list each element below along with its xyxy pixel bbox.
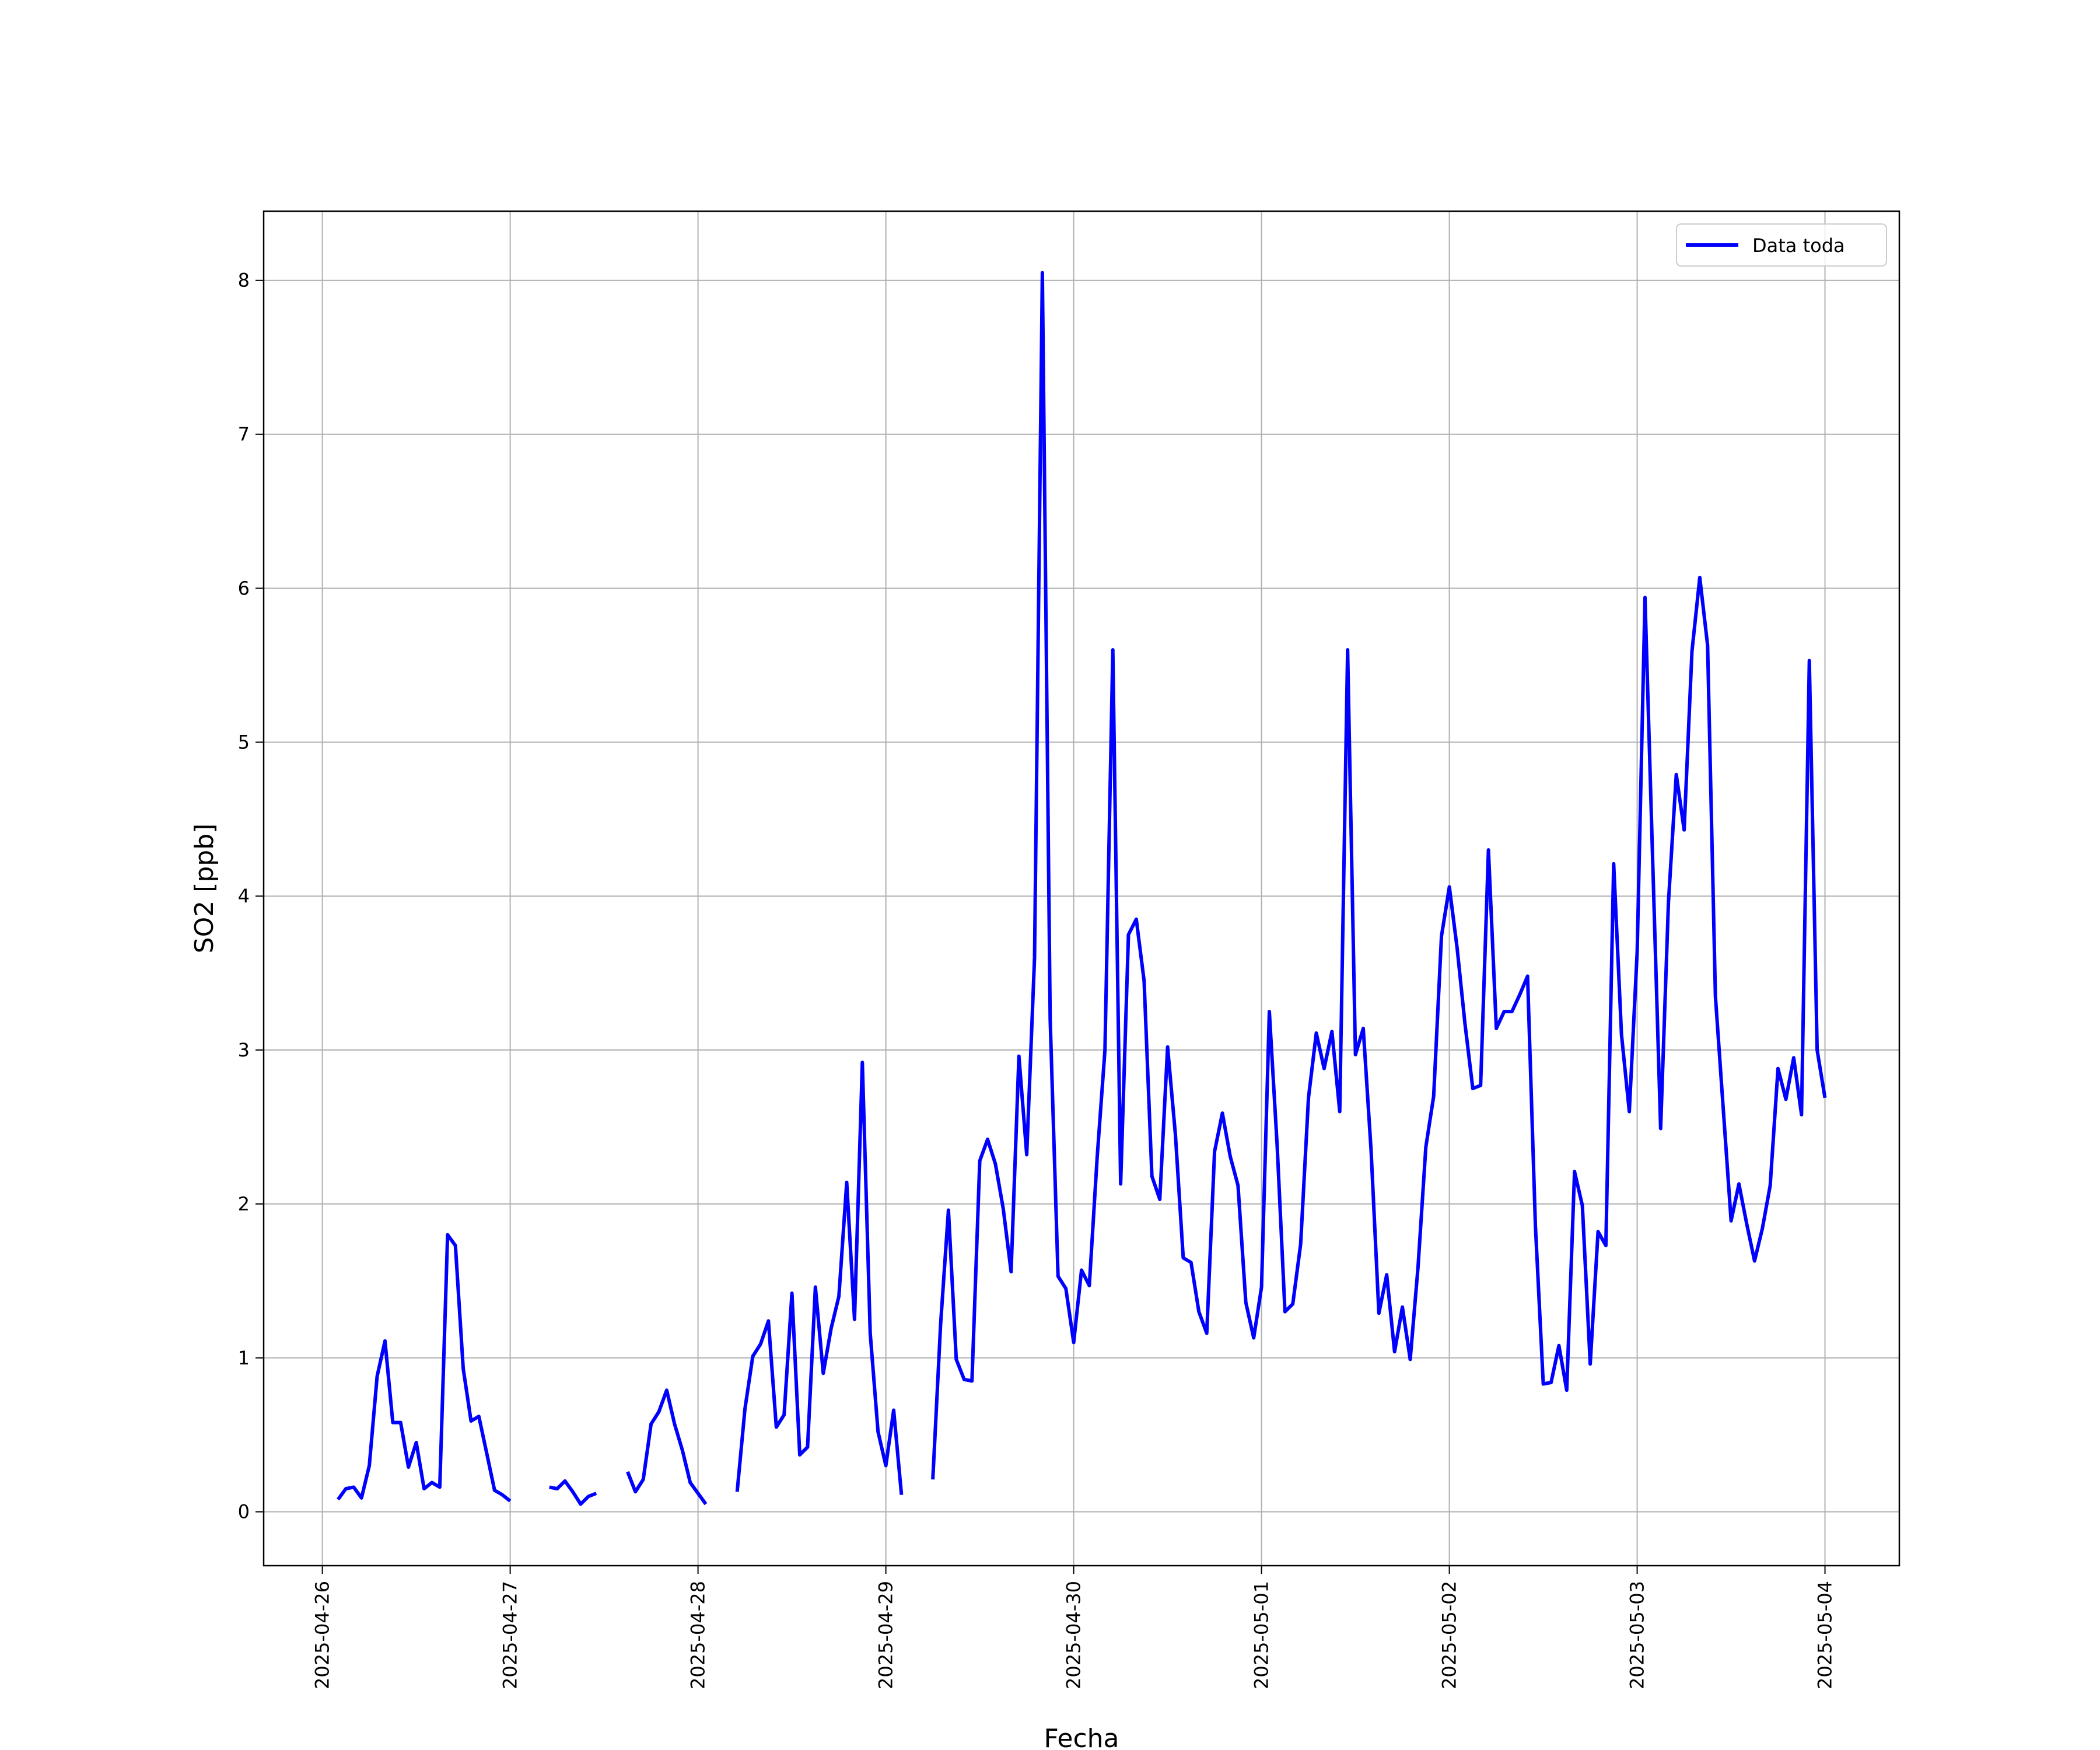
y-tick-label: 8: [238, 270, 250, 292]
y-tick-label: 3: [238, 1039, 250, 1061]
data-line: [337, 271, 1827, 1506]
x-tick-label: 2025-04-30: [1063, 1581, 1085, 1689]
y-tick-label: 2: [238, 1193, 250, 1215]
x-tick-label: 2025-05-02: [1438, 1581, 1461, 1689]
x-axis-label: Fecha: [1044, 1724, 1119, 1750]
y-tick-label: 0: [238, 1501, 250, 1523]
y-tick-label: 4: [238, 885, 250, 907]
plot-frame: [262, 210, 1901, 1567]
legend-label: Data toda: [1752, 235, 1845, 257]
x-tick-label: 2025-05-04: [1814, 1581, 1836, 1689]
x-tick-label: 2025-04-27: [499, 1581, 522, 1689]
x-tick-label: 2025-04-28: [687, 1581, 709, 1689]
x-tick-label: 2025-04-29: [875, 1581, 897, 1689]
legend: Data toda: [1676, 223, 1887, 267]
legend-box: [1676, 223, 1887, 267]
y-tick-label: 6: [238, 577, 250, 599]
y-tick-label: 7: [238, 424, 250, 446]
y-axis-label: SO2 [ppb]: [190, 824, 219, 954]
y-tick-label: 1: [238, 1347, 250, 1369]
y-tick-label: 5: [238, 731, 250, 753]
x-tick-label: 2025-05-03: [1626, 1581, 1648, 1689]
x-tick-label: 2025-04-26: [312, 1581, 334, 1689]
x-tick-label: 2025-05-01: [1251, 1581, 1273, 1689]
